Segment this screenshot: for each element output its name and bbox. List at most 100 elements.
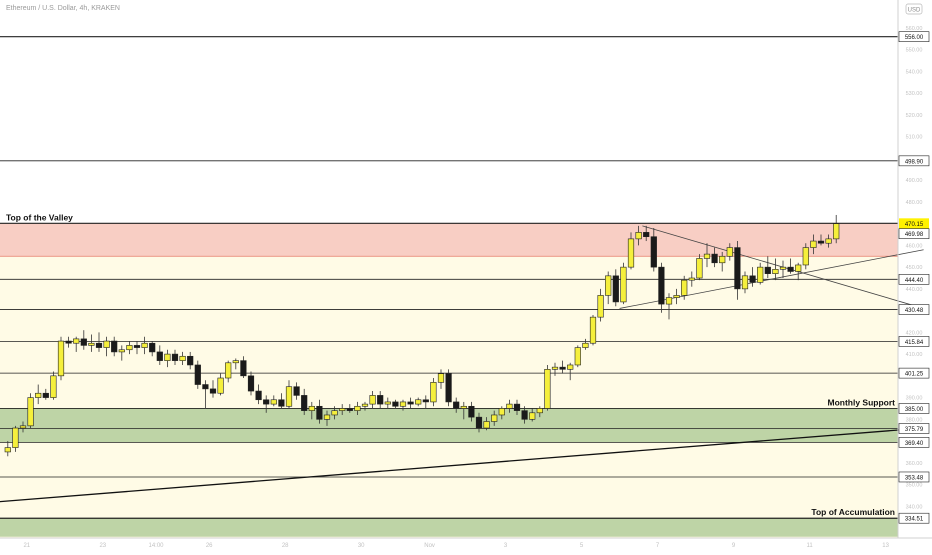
prior-price-label: 469.98: [905, 232, 924, 238]
zone-caption-0: Top of the Valley: [6, 212, 73, 222]
candle-body-75: [574, 347, 581, 366]
y-tick-22: 560.00: [906, 26, 923, 32]
candle-body-27: [209, 388, 217, 394]
candle-body-79: [605, 275, 612, 296]
candle-body-24: [187, 355, 194, 366]
x-tick-4: 28: [282, 543, 289, 549]
candle-body-40: [308, 405, 315, 411]
level-label-8: 369.40: [905, 441, 924, 447]
candle-body-80: [612, 275, 619, 303]
x-tick-12: 13: [882, 543, 889, 549]
y-tick-10: 440.00: [906, 287, 923, 293]
x-tick-9: 7: [656, 543, 660, 549]
candle-body-97: [741, 275, 749, 290]
y-tick-7: 410.00: [906, 352, 923, 358]
zone-caption-2: Top of Accumulation: [811, 507, 895, 517]
candle-body-95: [726, 247, 733, 257]
level-label-0: 556.00: [905, 35, 924, 41]
candle-body-103: [787, 266, 794, 272]
candle-body-36: [278, 399, 285, 407]
y-tick-5: 390.00: [906, 396, 923, 402]
candle-body-30: [232, 360, 239, 364]
candle-body-68: [521, 410, 528, 420]
candle-body-53: [407, 401, 414, 405]
candle-body-15: [118, 349, 125, 353]
x-tick-2: 14:00: [148, 543, 164, 549]
prior-price-tag: [898, 228, 930, 240]
candle-body-43: [331, 410, 338, 416]
candle-body-5: [42, 392, 49, 398]
x-tick-5: 30: [358, 543, 365, 549]
candle-body-62: [475, 416, 483, 429]
level-tag-5: [898, 367, 930, 379]
candle-body-96: [734, 247, 741, 290]
candle-body-78: [597, 295, 604, 318]
y-tick-12: 460.00: [906, 243, 923, 249]
level-tag-7: [898, 423, 930, 434]
zone-0: [0, 223, 898, 257]
candle-body-20: [156, 351, 163, 361]
x-tick-0: 21: [23, 543, 30, 549]
y-tick-19: 530.00: [906, 91, 923, 97]
currency-badge[interactable]: [905, 3, 923, 15]
level-label-1: 498.90: [905, 159, 924, 165]
candle-body-87: [665, 297, 673, 305]
y-tick-17: 510.00: [906, 135, 923, 141]
candle-body-65: [498, 408, 505, 416]
candle-body-3: [27, 397, 34, 427]
candle-body-55: [422, 399, 429, 403]
candle-body-14: [111, 340, 118, 353]
candle-body-100: [764, 266, 771, 274]
candle-body-6: [50, 375, 57, 398]
y-tick-20: 540.00: [906, 69, 923, 75]
candle-body-102: [779, 266, 787, 270]
candle-body-63: [483, 421, 490, 429]
candle-body-26: [202, 384, 209, 390]
candle-body-58: [445, 373, 452, 403]
candle-body-109: [833, 223, 840, 240]
candle-body-39: [301, 395, 308, 411]
level-label-7: 375.79: [905, 427, 924, 433]
candle-body-107: [817, 240, 825, 244]
zone-2: [0, 518, 898, 537]
level-tag-1: [898, 155, 930, 167]
candle-body-77: [589, 316, 597, 344]
level-tag-8: [898, 437, 930, 448]
current-price-tag: [899, 218, 929, 229]
y-tick-4: 380.00: [906, 417, 923, 423]
y-tick-18: 520.00: [906, 113, 923, 119]
candle-body-11: [88, 342, 95, 346]
y-tick-14: 480.00: [906, 200, 923, 206]
candle-body-86: [658, 266, 665, 305]
candle-body-104: [795, 264, 802, 272]
y-tick-8: 420.00: [906, 330, 923, 336]
candle-body-66: [506, 403, 513, 409]
candle-body-60: [460, 405, 467, 409]
candle-body-92: [703, 253, 711, 259]
candle-body-12: [95, 342, 103, 348]
level-label-4: 415.84: [905, 340, 924, 346]
candle-body-76: [582, 342, 589, 348]
candle-body-101: [772, 269, 779, 274]
x-tick-3: 26: [206, 543, 213, 549]
candle-body-91: [696, 258, 703, 279]
candle-body-88: [673, 295, 680, 298]
y-tick-1: 350.00: [906, 483, 923, 489]
candle-body-90: [688, 277, 695, 281]
candle-body-84: [643, 232, 650, 238]
candle-body-73: [559, 366, 566, 370]
candle-body-49: [377, 395, 384, 405]
candle-body-64: [491, 414, 498, 422]
candle-body-21: [164, 353, 171, 361]
x-tick-6: Nov: [424, 543, 435, 549]
candle-body-2: [19, 425, 27, 429]
x-tick-7: 3: [504, 543, 508, 549]
candle-body-105: [802, 247, 809, 266]
candle-body-17: [133, 345, 141, 348]
candle-body-83: [635, 232, 642, 240]
symbol-label: Ethereum / U.S. Dollar, 4h, KRAKEN: [6, 5, 120, 12]
level-label-10: 334.51: [905, 517, 924, 523]
candle-body-45: [346, 408, 353, 411]
